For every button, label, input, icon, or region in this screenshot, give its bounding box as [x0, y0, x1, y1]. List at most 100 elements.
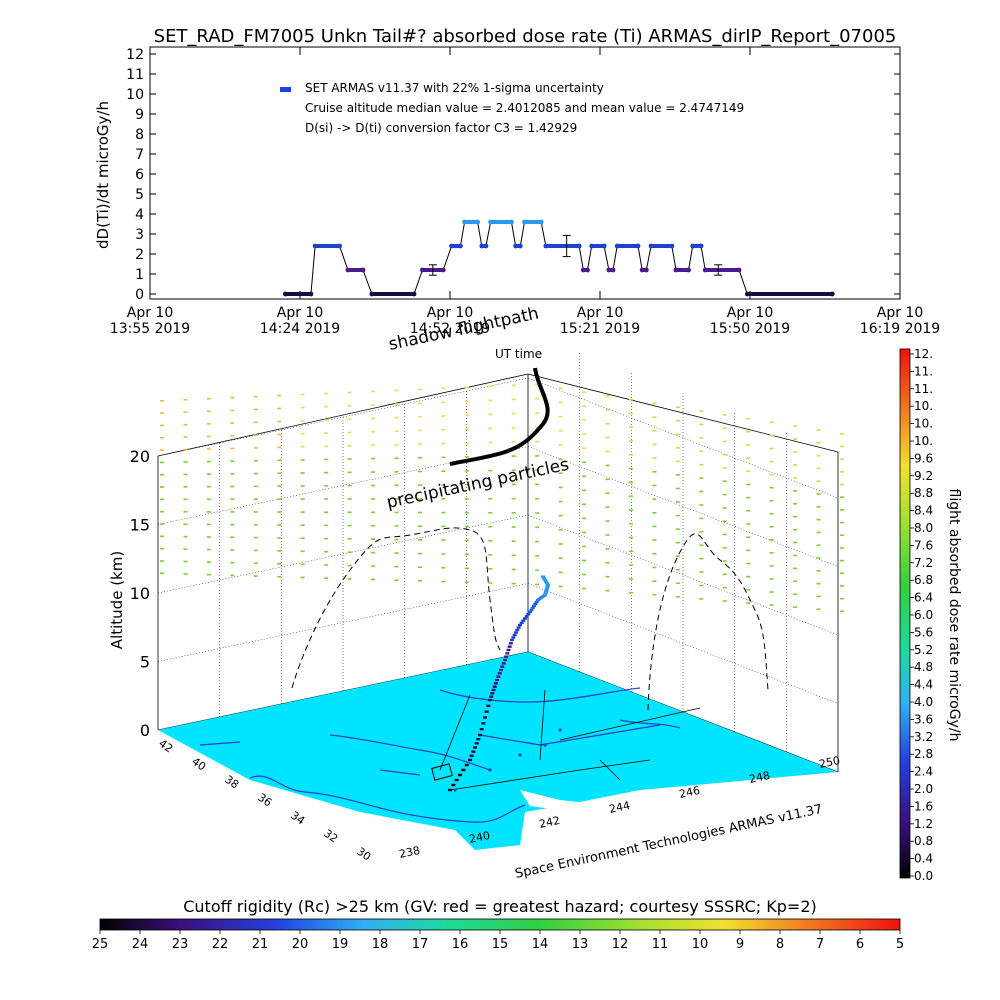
precip-marker	[652, 593, 657, 596]
top-y-tick-label: 2	[135, 247, 144, 263]
precip-marker	[840, 534, 844, 537]
precip-marker	[441, 484, 446, 486]
precip-marker	[300, 393, 305, 396]
precip-marker	[652, 552, 657, 555]
flight-path-marker	[529, 608, 534, 612]
precip-marker	[816, 582, 821, 585]
precip-marker	[441, 511, 446, 514]
precip-marker	[464, 539, 469, 542]
dose-rate-step-point	[585, 267, 590, 273]
latitude-tick-label: 42	[156, 737, 175, 756]
precip-marker	[277, 575, 282, 578]
precip-marker	[230, 422, 235, 424]
dose-colorbar-tick-label: 10.	[914, 399, 933, 413]
precip-marker	[511, 469, 516, 472]
dose-colorbar-tick-label: 1.6	[914, 799, 933, 813]
dose-colorbar-tick-label: 5.6	[914, 625, 933, 639]
precip-marker	[183, 473, 188, 476]
dose-rate-point	[296, 292, 300, 296]
precip-marker	[793, 451, 798, 453]
dose-rate-point	[753, 292, 757, 296]
precip-marker	[324, 405, 329, 408]
precip-marker	[160, 424, 164, 427]
precip-marker	[324, 564, 329, 566]
precip-marker	[605, 395, 610, 397]
dose-rate-line	[285, 221, 833, 295]
dose-rate-point	[825, 292, 829, 296]
precip-marker	[746, 575, 751, 578]
dose-colorbar-tick-label: 9.2	[914, 469, 933, 483]
top-y-tick-label: 11	[126, 67, 144, 83]
precip-marker	[582, 475, 587, 478]
precip-marker	[558, 557, 563, 559]
flight-path-marker	[543, 593, 547, 597]
dose-rate-step-point	[538, 219, 544, 225]
flight-path-marker	[476, 737, 481, 741]
dose-rate-point	[727, 268, 731, 272]
precip-marker	[371, 565, 376, 567]
precip-marker	[722, 573, 727, 576]
dose-rate-point	[388, 292, 392, 296]
precip-marker	[605, 561, 610, 564]
precip-marker	[535, 569, 540, 571]
precip-marker	[582, 419, 587, 421]
precip-marker	[464, 428, 469, 430]
precip-marker	[371, 457, 376, 460]
precip-marker	[511, 554, 516, 557]
precip-marker	[840, 471, 844, 473]
flight-path-marker	[471, 750, 476, 753]
dose-rate-point	[618, 244, 622, 248]
dose-rate-step-point	[369, 291, 375, 297]
dose-rate-point	[491, 220, 495, 224]
precip-marker	[183, 535, 188, 538]
precip-marker	[230, 511, 235, 513]
precip-marker	[605, 520, 610, 522]
precip-marker	[840, 597, 844, 600]
top-x-tick-time: 13:55 2019	[110, 321, 190, 337]
ground-track-point	[543, 743, 547, 747]
dose-rate-point	[667, 244, 671, 248]
precip-marker	[300, 550, 305, 553]
precip-marker	[675, 555, 680, 557]
flight-path-marker	[518, 623, 522, 627]
precip-marker	[793, 580, 798, 583]
dose-rate-point	[729, 268, 733, 272]
precip-marker	[464, 525, 469, 528]
figure-title: SET_RAD_FM7005 Unkn Tail#? absorbed dose…	[154, 26, 897, 47]
precip-marker	[675, 447, 680, 449]
dose-rate-step-point	[483, 243, 489, 249]
cutoff-rigidity-colorbar: Cutoff rigidity (Rc) >25 km (GV: red = g…	[92, 897, 904, 952]
cutoff-colorbar-tick-label: 11	[652, 937, 669, 952]
flight-path-3d	[448, 575, 562, 792]
precip-marker	[652, 498, 657, 500]
dose-rate-point	[724, 268, 728, 272]
dose-rate-point	[828, 292, 832, 296]
precip-marker	[840, 496, 844, 498]
precip-marker	[417, 470, 422, 473]
dose-colorbar-tick-label: 0.4	[914, 852, 933, 866]
dose-rate-step-point	[698, 243, 704, 249]
precip-marker	[464, 456, 469, 458]
annotation-precipitating-particles: precipitating particles	[385, 455, 571, 513]
precip-marker	[441, 470, 446, 472]
dose-colorbar-tick-label: 6.0	[914, 608, 933, 622]
precip-marker	[675, 460, 680, 463]
dose-rate-step-point	[345, 267, 351, 273]
precip-marker	[769, 552, 774, 554]
precip-marker	[675, 433, 680, 436]
precip-marker	[160, 498, 164, 501]
precip-marker	[582, 559, 587, 562]
precip-marker	[206, 397, 211, 400]
precip-marker	[230, 434, 235, 437]
precip-marker	[840, 547, 844, 549]
precip-marker	[206, 423, 211, 425]
precip-marker	[675, 541, 680, 544]
dose-rate-point	[316, 244, 320, 248]
dose-rate-step-point	[411, 291, 417, 297]
dose-colorbar-tick-label: 4.0	[914, 695, 933, 709]
precip-marker	[183, 510, 188, 513]
precip-marker	[371, 390, 376, 393]
precip-marker	[793, 528, 798, 531]
precip-marker	[160, 547, 164, 550]
precip-marker	[441, 442, 446, 445]
